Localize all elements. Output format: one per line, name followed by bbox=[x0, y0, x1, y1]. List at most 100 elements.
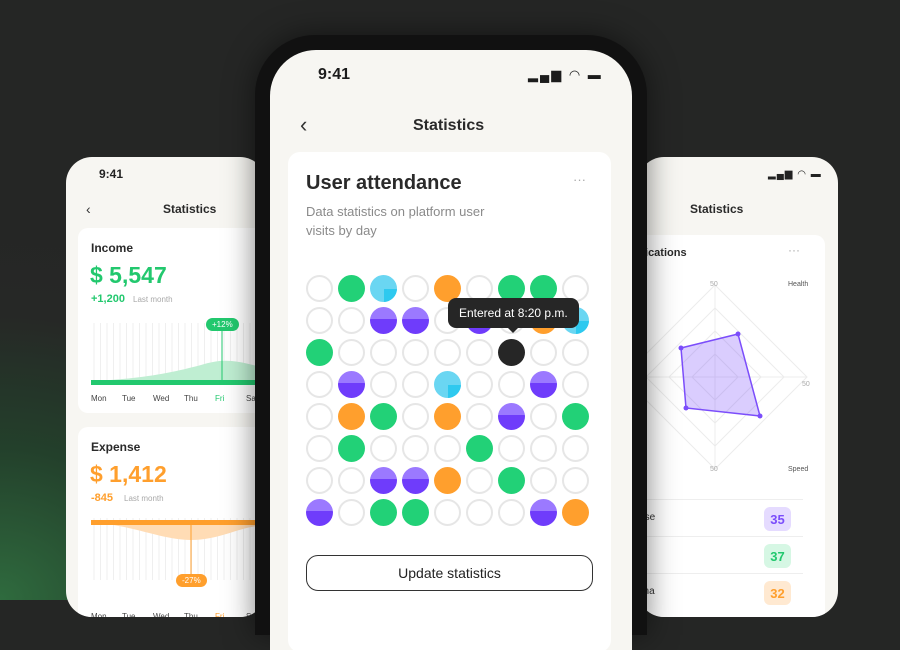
attendance-dot[interactable] bbox=[466, 467, 493, 494]
day-label: Wed bbox=[153, 394, 170, 403]
day-label: Thu bbox=[184, 612, 198, 617]
attendance-dot[interactable] bbox=[306, 499, 333, 526]
expense-card: Expense $ 1,412 -845 Last month -27% Mon… bbox=[78, 427, 266, 617]
attendance-dot[interactable] bbox=[402, 339, 429, 366]
attendance-dot[interactable] bbox=[306, 307, 333, 334]
more-icon[interactable]: ··· bbox=[788, 243, 800, 257]
attendance-dot[interactable] bbox=[370, 435, 397, 462]
attendance-dot[interactable] bbox=[530, 403, 557, 430]
attendance-dot[interactable] bbox=[402, 275, 429, 302]
attendance-dot[interactable] bbox=[306, 339, 333, 366]
attendance-dot[interactable] bbox=[466, 339, 493, 366]
attendance-dot[interactable] bbox=[498, 499, 525, 526]
attendance-dot[interactable] bbox=[338, 275, 365, 302]
attendance-dot[interactable] bbox=[530, 499, 557, 526]
attendance-dot[interactable] bbox=[466, 371, 493, 398]
update-statistics-button[interactable]: Update statistics bbox=[306, 555, 593, 591]
day-label: Tue bbox=[122, 612, 136, 617]
attendance-dot[interactable] bbox=[530, 467, 557, 494]
attendance-dot-selected[interactable] bbox=[498, 339, 525, 366]
attendance-dot[interactable] bbox=[466, 435, 493, 462]
attendance-dot[interactable] bbox=[402, 467, 429, 494]
stat-value-badge: 32 bbox=[764, 581, 791, 605]
back-icon[interactable]: ‹ bbox=[300, 112, 308, 137]
day-label: Tue bbox=[122, 394, 136, 403]
attendance-dot[interactable] bbox=[530, 371, 557, 398]
attendance-dot[interactable] bbox=[370, 339, 397, 366]
attendance-dot[interactable] bbox=[370, 275, 397, 302]
radar-area bbox=[680, 333, 762, 417]
attendance-card: User attendance ··· Data statistics on p… bbox=[288, 152, 611, 650]
expense-delta-label: Last month bbox=[124, 494, 164, 503]
specs-card: Specifications ··· 50 50 50 Health Speed… bbox=[638, 235, 825, 617]
attendance-dot[interactable] bbox=[562, 403, 589, 430]
attendance-dot[interactable] bbox=[306, 435, 333, 462]
attendance-dot[interactable] bbox=[370, 403, 397, 430]
attendance-dot[interactable] bbox=[498, 371, 525, 398]
income-badge: +12% bbox=[206, 318, 239, 331]
attendance-dot[interactable] bbox=[434, 467, 461, 494]
attendance-dot[interactable] bbox=[498, 403, 525, 430]
day-label: Thu bbox=[184, 394, 198, 403]
attendance-dot[interactable] bbox=[498, 275, 525, 302]
attendance-dot[interactable] bbox=[562, 499, 589, 526]
attendance-dot[interactable] bbox=[338, 403, 365, 430]
radar-point bbox=[678, 345, 684, 351]
attendance-dot[interactable] bbox=[306, 403, 333, 430]
attendance-dot[interactable] bbox=[530, 339, 557, 366]
attendance-dot[interactable] bbox=[562, 435, 589, 462]
attendance-dot[interactable] bbox=[498, 467, 525, 494]
attendance-dot[interactable] bbox=[466, 403, 493, 430]
attendance-dot[interactable] bbox=[434, 499, 461, 526]
attendance-dot[interactable] bbox=[466, 499, 493, 526]
attendance-dot[interactable] bbox=[498, 435, 525, 462]
attendance-dot[interactable] bbox=[338, 435, 365, 462]
radar-point bbox=[757, 413, 763, 419]
attendance-dot[interactable] bbox=[338, 499, 365, 526]
card-title: User attendance bbox=[306, 172, 462, 194]
attendance-dot[interactable] bbox=[338, 467, 365, 494]
attendance-dot[interactable] bbox=[402, 403, 429, 430]
stat-row: Health37 bbox=[638, 536, 803, 573]
nav-title: Statistics bbox=[690, 202, 744, 216]
back-icon[interactable]: ‹ bbox=[86, 201, 91, 217]
attendance-dot[interactable] bbox=[338, 307, 365, 334]
income-delta-label: Last month bbox=[133, 295, 173, 304]
attendance-dot[interactable] bbox=[306, 371, 333, 398]
attendance-dot[interactable] bbox=[306, 467, 333, 494]
attendance-dot[interactable] bbox=[562, 339, 589, 366]
attendance-dot[interactable] bbox=[434, 435, 461, 462]
attendance-dot[interactable] bbox=[530, 435, 557, 462]
income-label: Income bbox=[91, 241, 134, 255]
attendance-dot[interactable] bbox=[402, 499, 429, 526]
day-label: Mon bbox=[91, 612, 107, 617]
attendance-dot[interactable] bbox=[370, 467, 397, 494]
status-icons: ▂▄▆ ◠ ▬ bbox=[768, 169, 822, 180]
attendance-dot[interactable] bbox=[434, 339, 461, 366]
left-phone: 9:41 ‹ Statistics Income $ 5,547 +1,200 … bbox=[66, 157, 266, 617]
more-icon[interactable]: ··· bbox=[573, 172, 586, 187]
attendance-dot[interactable] bbox=[402, 371, 429, 398]
attendance-dot[interactable] bbox=[338, 339, 365, 366]
status-time: 9:41 bbox=[318, 66, 351, 83]
attendance-dot[interactable] bbox=[562, 371, 589, 398]
attendance-dot[interactable] bbox=[370, 307, 397, 334]
attendance-dot[interactable] bbox=[434, 275, 461, 302]
attendance-dot[interactable] bbox=[338, 371, 365, 398]
attendance-dot[interactable] bbox=[434, 403, 461, 430]
status-time: 9:41 bbox=[99, 167, 124, 181]
attendance-dot[interactable] bbox=[562, 467, 589, 494]
attendance-dot[interactable] bbox=[434, 371, 461, 398]
attendance-dot[interactable] bbox=[530, 275, 557, 302]
attendance-dot[interactable] bbox=[370, 371, 397, 398]
ring-label: 50 bbox=[802, 381, 810, 388]
radar-point bbox=[735, 331, 741, 337]
attendance-dot[interactable] bbox=[562, 275, 589, 302]
attendance-dot[interactable] bbox=[370, 499, 397, 526]
attendance-dot[interactable] bbox=[306, 275, 333, 302]
center-phone: 9:41 ▂▄▆ ◠ ▬ ‹ Statistics User attendanc… bbox=[255, 35, 647, 650]
status-icons: ▂▄▆ ◠ ▬ bbox=[528, 67, 603, 82]
radar-point bbox=[683, 405, 689, 411]
attendance-dot[interactable] bbox=[402, 435, 429, 462]
attendance-dot[interactable] bbox=[402, 307, 429, 334]
